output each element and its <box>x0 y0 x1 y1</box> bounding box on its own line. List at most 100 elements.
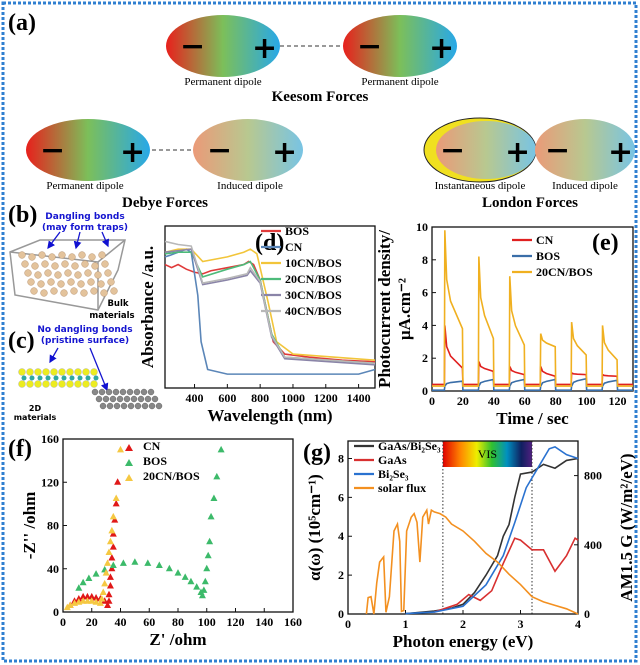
atom <box>90 368 98 376</box>
bulk-label: Bulk <box>107 299 128 309</box>
y-tick-label: 6 <box>422 286 428 300</box>
data-point-bos <box>109 561 117 569</box>
panel-label-g: (g) <box>303 440 331 466</box>
atom <box>113 402 121 410</box>
atom <box>133 388 141 396</box>
x-tick-label: 1000 <box>281 391 305 405</box>
2d-label: 2D <box>29 404 42 413</box>
atom <box>94 271 102 279</box>
atom <box>116 395 124 403</box>
atom <box>29 375 35 381</box>
dangling-note-2: (may form traps) <box>42 223 128 233</box>
minus-sign: − <box>440 133 465 168</box>
data-point-bos <box>198 591 206 599</box>
legend-item: solar flux <box>354 481 426 495</box>
data-point-bos <box>200 586 208 593</box>
legend-marker <box>125 459 133 466</box>
atom <box>127 402 135 410</box>
legend-item: GaAs <box>354 453 407 467</box>
atom <box>42 380 50 388</box>
data-point-20cnbos <box>66 601 74 609</box>
legend-item: BOS <box>125 454 167 468</box>
data-point-20cnbos <box>96 599 104 606</box>
y-axis-label: α(ω) (10⁵cm⁻¹) <box>305 474 324 581</box>
x-tick-label: 1200 <box>314 391 338 405</box>
london-right-caption: Induced dipole <box>552 180 618 192</box>
minus-sign: − <box>40 133 65 168</box>
keesom-left-dipole: − + <box>166 15 280 77</box>
atom <box>77 280 85 288</box>
atom <box>66 380 74 388</box>
x-tick-label: 40 <box>488 394 500 408</box>
atom <box>18 251 26 259</box>
data-point-bos <box>206 537 214 545</box>
atom <box>37 375 43 381</box>
atom <box>34 368 42 376</box>
y-tick-label: 0 <box>53 605 59 619</box>
data-point-20cnbos <box>98 595 106 602</box>
atom <box>47 278 55 286</box>
atom <box>21 375 27 381</box>
data-point-cn <box>114 478 122 485</box>
legend-label: CN <box>143 439 161 453</box>
atom <box>45 375 51 381</box>
atom <box>109 395 117 403</box>
x-tick-label: 160 <box>284 615 302 629</box>
london-right-dipole: − + <box>535 119 635 181</box>
data-point-bos <box>210 494 218 501</box>
x-tick-label: 100 <box>578 394 596 408</box>
x-axis-label: Z' /ohm <box>149 630 206 649</box>
chart-d: 400 600 800 1000 1200 1400 Wavelength (nm) Abso… <box>138 224 376 425</box>
atom <box>106 402 114 410</box>
atom <box>74 271 82 279</box>
atom <box>77 375 83 381</box>
debye-title: Debye Forces <box>122 195 208 211</box>
legend-label: CN <box>285 240 303 254</box>
x-tick-label: 1 <box>403 617 409 631</box>
y-tick-label: 8 <box>338 451 344 465</box>
legend-marker <box>125 474 133 481</box>
data-point-bos <box>131 558 139 565</box>
bulk-material-illustration <box>9 231 126 311</box>
data-point-bos <box>174 569 182 576</box>
data-point-bos <box>187 577 195 585</box>
atom <box>148 402 156 410</box>
legend-item: CN <box>512 233 554 247</box>
plus-sign: + <box>272 135 297 170</box>
y-axis-label: Absorbance /a.u. <box>138 246 157 368</box>
london-left-caption: Instantaneous dipole <box>435 180 526 192</box>
series-line-bise <box>405 445 579 615</box>
data-point-20cnbos <box>92 598 100 605</box>
atom <box>64 269 72 277</box>
x-tick-label: 120 <box>609 394 627 408</box>
data-point-bos <box>144 559 152 566</box>
data-point-20cnbos <box>109 512 117 520</box>
atom <box>26 368 34 376</box>
data-point-bos <box>217 445 225 453</box>
atom <box>82 380 90 388</box>
2d-material-illustration <box>18 347 163 410</box>
series-line-20cnbos <box>432 230 633 387</box>
x-tick-label: 2 <box>460 617 466 631</box>
atom <box>105 388 113 396</box>
atom <box>50 287 58 295</box>
legend-label: BOS <box>285 224 309 238</box>
atom <box>95 395 103 403</box>
atom <box>134 402 142 410</box>
x-axis-label: Photon energy (eV) <box>393 632 534 651</box>
x-tick-label: 0 <box>429 394 435 408</box>
legend-label: 10CN/BOS <box>285 256 342 270</box>
atom <box>110 287 118 295</box>
atom <box>70 287 78 295</box>
x-tick-label: 400 <box>186 391 204 405</box>
no-dangling-note: No dangling bonds <box>37 325 132 335</box>
atom <box>61 375 67 381</box>
atom <box>137 395 145 403</box>
y-tick-label: 6 <box>338 490 344 504</box>
x-tick-label: 60 <box>143 615 155 629</box>
atom <box>104 269 112 277</box>
x-tick-label: 1400 <box>347 391 371 405</box>
atom <box>101 260 109 268</box>
data-point-bos <box>204 551 212 559</box>
legend-item: 20CN/BOS <box>512 265 593 279</box>
